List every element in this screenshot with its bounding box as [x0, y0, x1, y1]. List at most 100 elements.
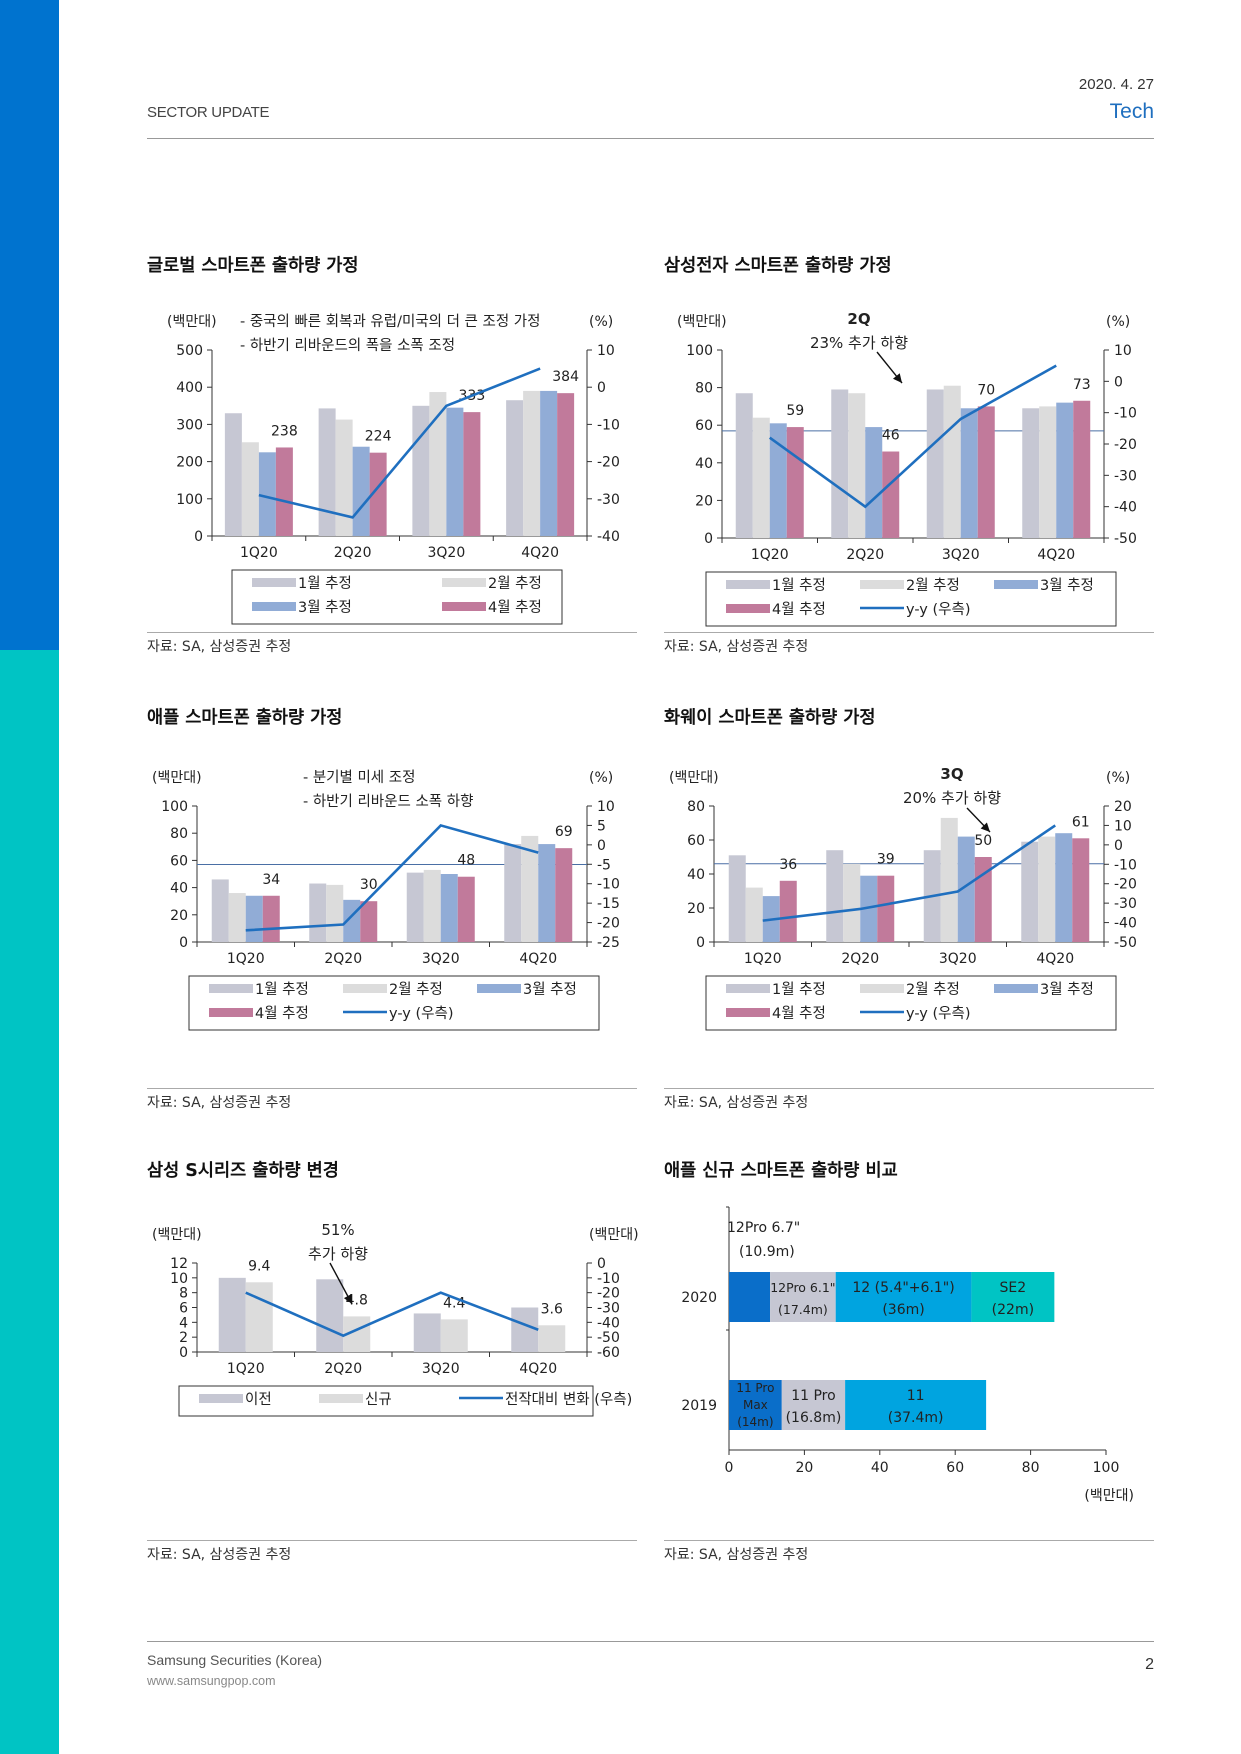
stack-segment [845, 1380, 987, 1430]
x-tick-label: 4Q20 [1036, 951, 1074, 967]
y2-tick-label: -20 [1114, 877, 1137, 893]
bar [352, 446, 370, 536]
y-tick-label: 80 [695, 381, 713, 397]
chart-svg-apple: (백만대) (%) 0 20 40 60 80 100 -25 -20 -15 -10 -5 0 5 10 1Q… [152, 769, 620, 1031]
y2-tick-label: 10 [597, 799, 615, 815]
stack-segment [835, 1272, 972, 1322]
y2-tick-label: 0 [597, 838, 606, 854]
legend-swatch [442, 578, 486, 587]
y2-tick-label: -40 [597, 1315, 620, 1331]
segment-label: SE2 [1000, 1280, 1027, 1296]
legend-swatch [209, 984, 253, 993]
source-divider [664, 632, 1154, 633]
x-tick-label: 4Q20 [521, 545, 559, 561]
bar [926, 389, 944, 538]
bar [446, 407, 464, 536]
bar [228, 893, 246, 942]
chart-source: 자료: SA, 삼성증권 추정 [147, 1547, 292, 1563]
y-tick-label: 40 [170, 881, 188, 897]
data-label: 238 [271, 423, 298, 439]
chart-panel-global: 글로벌 스마트폰 출하량 가정 (백만대) (%) 0 100 200 300 400 500… [147, 252, 637, 655]
bar [262, 895, 280, 942]
bar [440, 1319, 468, 1352]
callout-text: 23% 추가 하향 [810, 334, 908, 352]
bar [940, 817, 958, 942]
data-label: 30 [360, 877, 378, 893]
y2-tick-label: -40 [597, 529, 620, 545]
bar [728, 855, 746, 942]
footer-url[interactable]: www.samsungpop.com [147, 1674, 276, 1688]
y2-tick-label: -10 [597, 1271, 620, 1287]
legend-box [231, 569, 563, 625]
x-tick-label: 4Q20 [519, 1361, 557, 1377]
bar [309, 883, 327, 942]
bar [506, 400, 524, 536]
data-label: 3.6 [541, 1301, 563, 1317]
bar [275, 447, 293, 536]
source-divider [147, 1540, 637, 1541]
legend-label: 3월 추정 [298, 599, 352, 616]
chart-title: 화웨이 스마트폰 출하량 가정 [664, 708, 876, 728]
legend-label: 3월 추정 [523, 981, 577, 998]
bar [769, 423, 787, 538]
x-tick-label: 3Q20 [428, 545, 466, 561]
legend-swatch [860, 580, 904, 589]
chart-panel-huawei: 화웨이 스마트폰 출하량 가정 (백만대) (%) 0 20 40 60 80 -50 -40 -… [664, 704, 1154, 1111]
segment-label: 12 (5.4"+6.1") [852, 1280, 954, 1296]
y-tick-label: 0 [696, 935, 705, 951]
bar [521, 835, 539, 942]
y-tick-label: 300 [176, 417, 203, 433]
bar [540, 390, 558, 536]
legend-swatch [319, 1394, 363, 1403]
x-tick-label: 2Q20 [334, 545, 372, 561]
y2-tick-label: -50 [1114, 935, 1137, 951]
left-axis-unit: (백만대) [152, 1227, 202, 1243]
legend-label: 이전 [245, 1391, 272, 1408]
segment-sub: (16.8m) [786, 1410, 842, 1426]
y-tick-label: 4 [179, 1315, 188, 1331]
y2-tick-label: 10 [597, 343, 615, 359]
bar [957, 836, 975, 942]
data-label: 36 [779, 857, 797, 873]
chart-title: 애플 스마트폰 출하량 가정 [147, 708, 343, 728]
y2-tick-label: -15 [597, 896, 620, 912]
bar [826, 850, 844, 942]
right-axis-unit: (%) [589, 770, 613, 786]
legend-swatch [726, 604, 770, 613]
legend-box [705, 571, 1117, 627]
bar [977, 406, 995, 538]
bar [369, 452, 387, 536]
y2-tick-label: -20 [1114, 437, 1137, 453]
legend-label: y-y (우측) [906, 601, 971, 618]
y2-tick-label: -25 [597, 935, 620, 951]
x-tick-label: 1Q20 [240, 545, 278, 561]
bar [429, 392, 447, 536]
bar [848, 393, 866, 538]
y2-tick-label: -20 [597, 1286, 620, 1302]
bar [882, 451, 900, 538]
y2-tick-label: 0 [597, 380, 606, 396]
bar [538, 1325, 566, 1352]
right-axis-unit: (%) [589, 314, 613, 330]
x-tick-label: 0 [725, 1460, 734, 1476]
bar [860, 875, 878, 942]
x-tick-label: 3Q20 [422, 1361, 460, 1377]
yoy-line [245, 823, 539, 932]
y2-tick-label: -10 [597, 417, 620, 433]
x-tick-label: 1Q20 [751, 547, 789, 563]
callout-text: 20% 추가 하향 [903, 789, 1001, 807]
y2-tick-label: 0 [1114, 838, 1123, 854]
bar [752, 417, 770, 538]
stack-segment [971, 1272, 1055, 1322]
bar [943, 385, 961, 538]
y-tick-label: 2 [179, 1330, 188, 1346]
segment-label: 11 Pro [736, 1381, 774, 1395]
data-label: 69 [555, 824, 573, 840]
legend-label: 3월 추정 [1040, 981, 1094, 998]
legend-label: y-y (우측) [389, 1005, 454, 1022]
bar [1038, 836, 1056, 942]
bar [335, 419, 353, 536]
chart-panel-apple: 애플 스마트폰 출하량 가정 (백만대) (%) 0 20 40 60 80 100 -25 -2… [147, 704, 637, 1111]
chart-panel-apple-new: 애플 신규 스마트폰 출하량 비교 0 20 40 60 80 100 (백만대) 2020 1… [664, 1157, 1154, 1563]
bar [779, 880, 797, 942]
